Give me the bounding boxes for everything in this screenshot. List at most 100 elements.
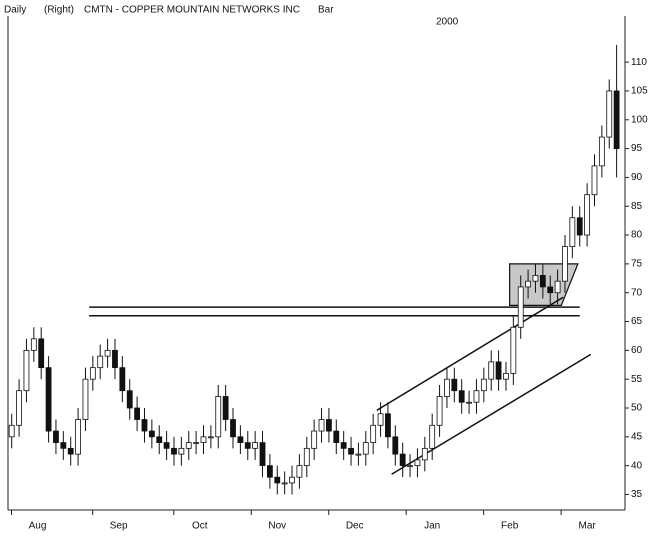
candle-body bbox=[112, 349, 118, 369]
candle-body bbox=[539, 275, 546, 288]
y-tick-label: 100 bbox=[631, 114, 648, 125]
candle-body bbox=[421, 447, 428, 461]
candle-body bbox=[333, 430, 340, 443]
candle-body bbox=[207, 436, 214, 439]
candle-body bbox=[429, 424, 436, 449]
x-tick-label: Jan bbox=[424, 521, 440, 532]
y-tick-label: 45 bbox=[631, 431, 643, 442]
scale-side-label: (Right) bbox=[44, 5, 74, 16]
candle-body bbox=[289, 476, 295, 484]
candle-body bbox=[303, 447, 310, 467]
candle-body bbox=[178, 447, 185, 455]
candle-body bbox=[171, 447, 177, 455]
x-tick-label: Sep bbox=[110, 521, 128, 532]
candle-body bbox=[244, 442, 251, 449]
style-label: Bar bbox=[318, 5, 334, 16]
candle-body bbox=[503, 373, 509, 380]
candle-body bbox=[266, 465, 273, 478]
candle-body bbox=[510, 326, 517, 374]
candle-body bbox=[414, 459, 421, 467]
candle-body bbox=[444, 378, 450, 397]
candle-body bbox=[569, 217, 576, 247]
candle-body bbox=[451, 378, 458, 392]
candle-body bbox=[392, 436, 399, 455]
y-tick-label: 90 bbox=[631, 172, 643, 183]
candle-body bbox=[458, 390, 465, 403]
candle-body bbox=[156, 436, 163, 443]
candle-body bbox=[473, 390, 480, 403]
x-tick-label: Nov bbox=[268, 521, 286, 532]
candle-body bbox=[296, 465, 303, 478]
candle-body bbox=[554, 280, 561, 294]
candle-body bbox=[89, 367, 96, 380]
y-tick-label: 95 bbox=[631, 143, 643, 154]
candle-body bbox=[377, 413, 384, 426]
y-tick-label: 65 bbox=[631, 316, 643, 327]
candle-body bbox=[53, 430, 59, 443]
candle-body bbox=[480, 378, 487, 392]
candle-body bbox=[252, 442, 259, 449]
x-tick-label: Oct bbox=[192, 521, 208, 532]
candle-body bbox=[134, 407, 141, 420]
candle-body bbox=[97, 355, 104, 369]
candle-body bbox=[562, 246, 568, 282]
candle-body bbox=[119, 367, 126, 392]
candle-body bbox=[23, 349, 30, 392]
candle-body bbox=[148, 430, 155, 438]
candle-body bbox=[517, 286, 524, 328]
y-tick-label: 35 bbox=[631, 489, 643, 500]
candle-body bbox=[230, 419, 236, 438]
candle-body bbox=[495, 361, 502, 380]
y-tick-label: 60 bbox=[631, 345, 643, 356]
x-tick-label: Dec bbox=[346, 521, 364, 532]
candle-body bbox=[576, 217, 583, 236]
candle-body bbox=[75, 419, 81, 455]
candle-body bbox=[163, 442, 170, 449]
candle-body bbox=[237, 436, 244, 443]
candle-body bbox=[584, 194, 591, 236]
candle-body bbox=[362, 442, 369, 455]
candle-body bbox=[326, 419, 332, 432]
candle-body bbox=[591, 165, 598, 196]
year-label: 2000 bbox=[436, 17, 459, 28]
candle-body bbox=[355, 453, 362, 456]
candle-body bbox=[340, 442, 347, 449]
candle-body bbox=[82, 378, 89, 420]
candle-body bbox=[613, 90, 620, 149]
y-tick-label: 50 bbox=[631, 403, 643, 414]
y-tick-label: 110 bbox=[631, 57, 647, 68]
trend-line bbox=[376, 296, 564, 411]
candle-body bbox=[193, 442, 200, 444]
x-tick-label: Aug bbox=[29, 521, 47, 532]
y-tick-label: 40 bbox=[631, 460, 643, 471]
candle-body bbox=[30, 338, 37, 351]
candle-body bbox=[606, 90, 613, 138]
candle-body bbox=[466, 401, 472, 404]
candle-body bbox=[185, 442, 192, 449]
candle-body bbox=[399, 453, 406, 467]
candle-body bbox=[385, 413, 391, 438]
candle-body bbox=[436, 396, 443, 426]
chart-title: CMTN - COPPER MOUNTAIN NETWORKS INC bbox=[84, 5, 300, 16]
candle-body bbox=[126, 390, 133, 409]
y-tick-label: 70 bbox=[631, 287, 643, 298]
candle-body bbox=[598, 136, 605, 167]
y-tick-label: 105 bbox=[631, 86, 648, 97]
candle-body bbox=[200, 436, 207, 443]
candle-body bbox=[488, 361, 495, 380]
candle-body bbox=[16, 390, 22, 426]
candle-body bbox=[8, 424, 15, 438]
candle-body bbox=[547, 286, 554, 294]
candle-body bbox=[407, 465, 413, 468]
candle-body bbox=[222, 396, 229, 420]
candle-body bbox=[281, 482, 288, 485]
candle-body bbox=[38, 338, 45, 369]
candle-body bbox=[318, 419, 325, 432]
candle-body bbox=[141, 419, 148, 432]
candle-body bbox=[370, 424, 377, 443]
x-tick-label: Mar bbox=[578, 521, 596, 532]
candle-body bbox=[525, 280, 531, 288]
candle-body bbox=[274, 476, 281, 484]
